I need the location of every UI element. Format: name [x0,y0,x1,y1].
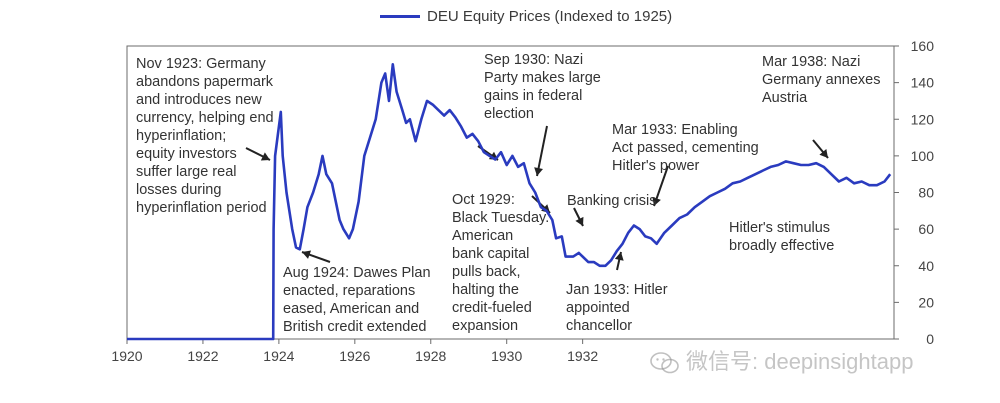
annotation-arrow [536,125,548,177]
annotation-arrowhead [819,148,828,158]
x-tick-label: 1924 [263,348,294,364]
annotation-arrowhead [575,216,584,226]
y-tick-label: 40 [918,258,934,274]
series-line-deu-equity [127,63,892,341]
annotation-banking-crisis: Banking crisis [567,193,657,209]
y-tick-label: 100 [911,148,935,164]
legend: DEU Equity Prices (Indexed to 1925) [380,8,672,25]
annotation-mar-1938: Mar 1938: Nazi Germany annexes Austria [762,54,881,106]
annotation-arrowhead [302,250,312,259]
annotation-arrowhead [614,252,624,261]
annotation-oct-1929: Oct 1929: Black Tuesday. American bank c… [452,192,550,334]
y-tick-label: 0 [926,331,934,347]
watermark: 微信号: deepinsightapp [650,344,913,376]
y-tick-label: 140 [911,75,935,91]
annotation-sep-1930: Sep 1930: Nazi Party makes large gains i… [484,52,601,122]
y-axis: 0 20 40 60 80 100 120 140 160 [894,38,934,347]
legend-label: DEU Equity Prices (Indexed to 1925) [427,8,673,25]
legend-line-swatch [380,15,420,18]
y-tick-label: 120 [911,111,935,127]
x-tick-label: 1926 [339,348,370,364]
x-tick-label: 1928 [415,348,446,364]
y-tick-label: 80 [918,185,934,201]
x-tick-label: 1922 [187,348,218,364]
annotation-jan-1933: Jan 1933: Hitler appointed chancellor [566,282,668,334]
annotation-nov-1923: Nov 1923: Germany abandons papermark and… [136,56,274,216]
y-tick-label: 20 [918,294,934,310]
annotation-mar-1933: Mar 1933: Enabling Act passed, cementing… [612,122,759,174]
annotation-aug-1924: Aug 1924: Dawes Plan enacted, reparation… [283,265,431,335]
watermark-text: 微信号: deepinsightapp [686,349,914,374]
annotation-hitler-stimulus: Hitler's stimulus broadly effective [729,220,835,254]
x-tick-label: 1920 [111,348,142,364]
y-tick-label: 60 [918,221,934,237]
wechat-icon [650,352,679,374]
annotation-arrowhead [534,167,543,176]
x-tick-label: 1932 [567,348,598,364]
x-axis: 1920 1922 1924 1926 1928 1930 1932 [111,339,598,364]
y-tick-label: 160 [911,38,935,54]
annotation-arrowhead [652,196,661,206]
x-tick-label: 1930 [491,348,522,364]
annotation-arrowhead [260,152,270,161]
